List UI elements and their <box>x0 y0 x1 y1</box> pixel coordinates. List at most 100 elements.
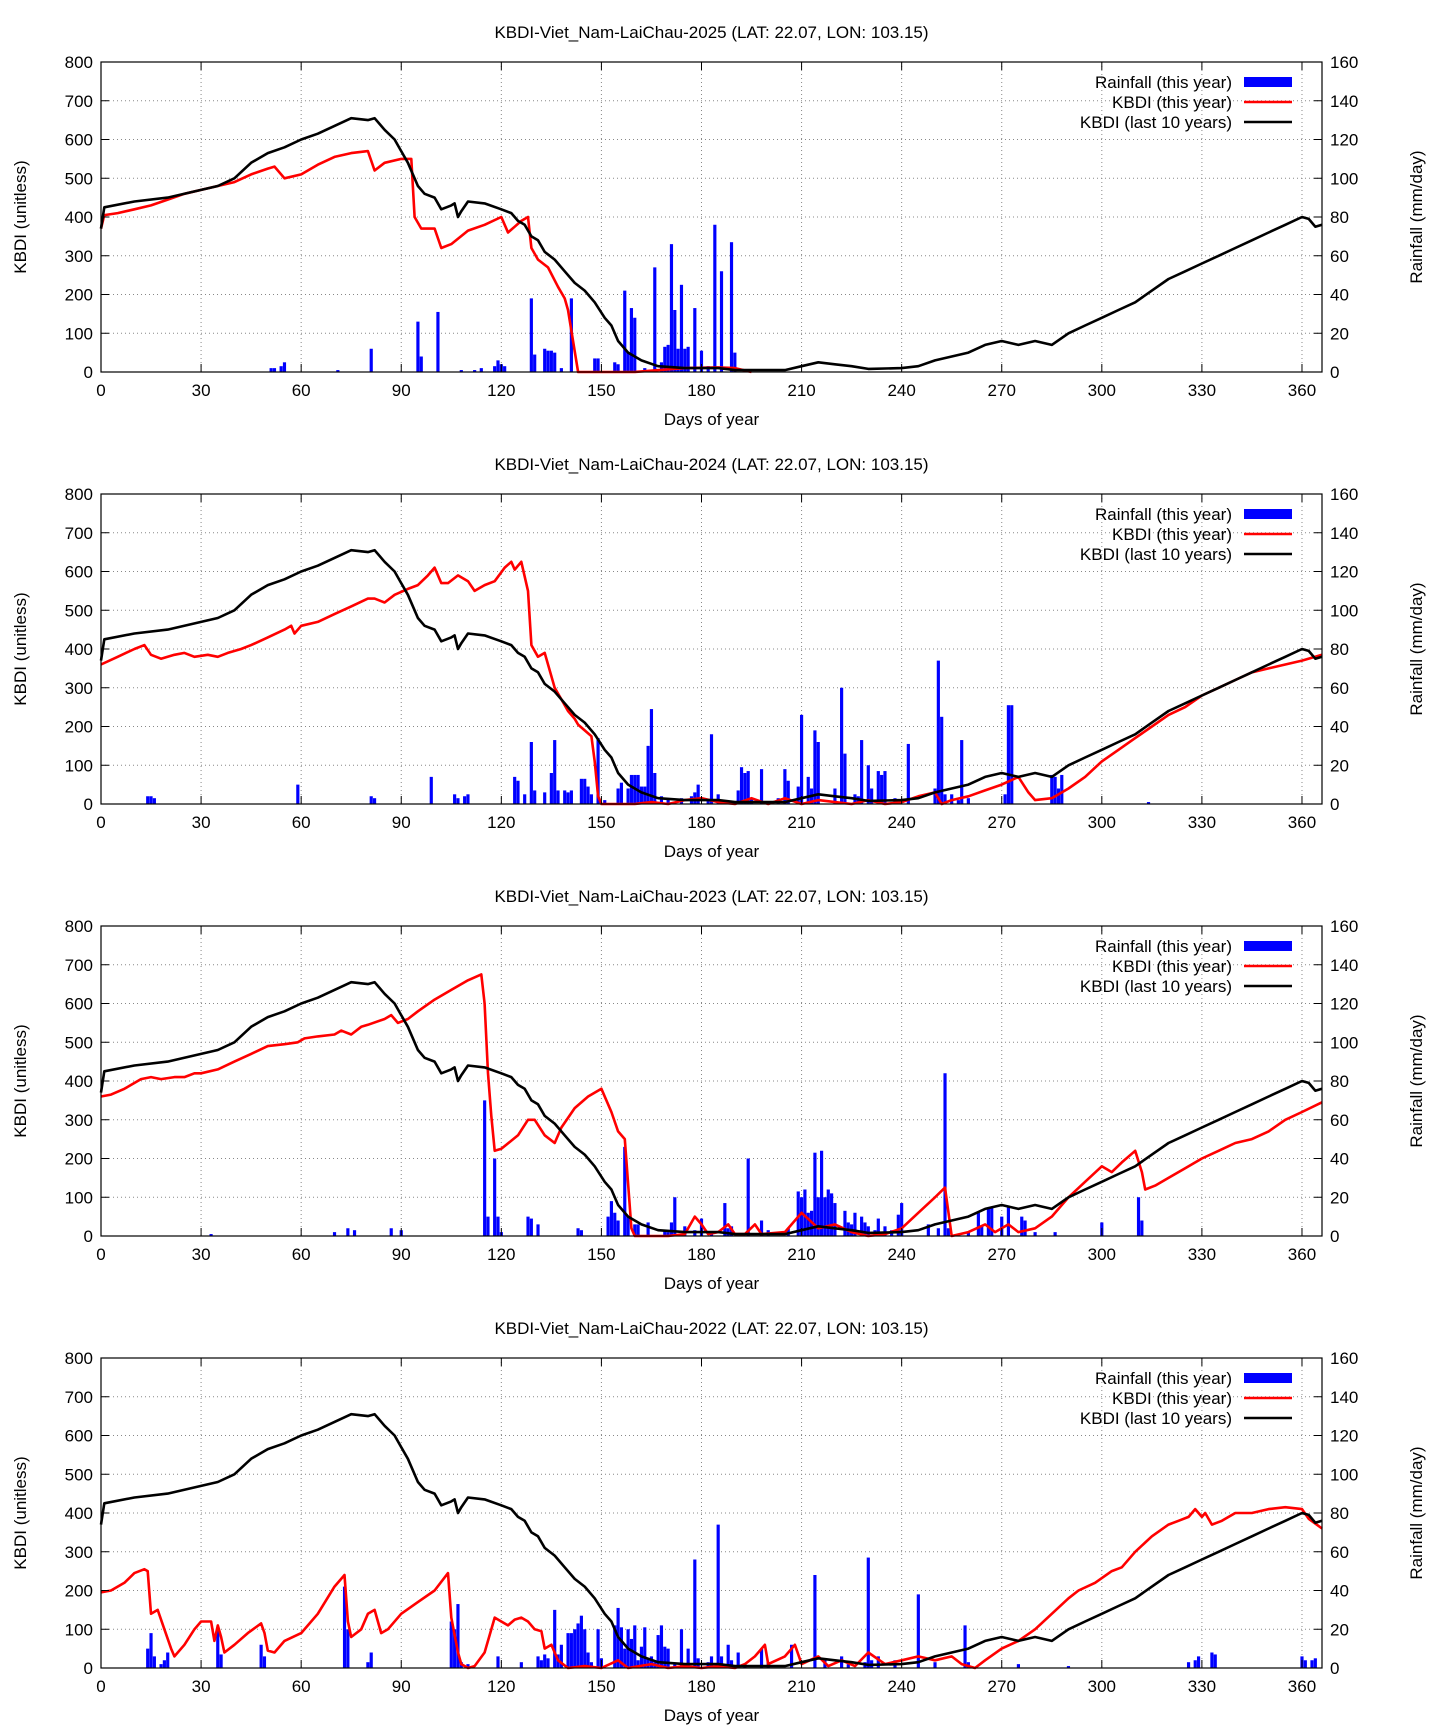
y2-tick-label: 40 <box>1330 286 1349 305</box>
rainfall-bar <box>626 1216 630 1236</box>
x-tick-label: 180 <box>687 1245 715 1264</box>
chart-title: KBDI-Viet_Nam-LaiChau-2024 (LAT: 22.07, … <box>494 455 928 474</box>
rainfall-bar <box>646 1222 650 1236</box>
rainfall-bar <box>332 1232 337 1236</box>
x-tick-label: 210 <box>787 1677 815 1696</box>
kbdi-chart-panel-3: KBDI-Viet_Nam-LaiChau-2022 (LAT: 22.07, … <box>11 1319 1426 1725</box>
kbdi-last-10-years-line <box>99 548 1323 804</box>
rainfall-bar <box>830 1193 834 1236</box>
rainfall-bar <box>259 1644 263 1668</box>
kbdi-chart-panel-2: KBDI-Viet_Nam-LaiChau-2023 (LAT: 22.07, … <box>11 887 1426 1293</box>
rainfall-bar <box>613 362 617 372</box>
rainfall-bar <box>699 1218 704 1236</box>
y-tick-label: 0 <box>84 363 93 382</box>
rainfall-bar <box>636 1660 640 1668</box>
kbdi-last-10-years-line <box>99 116 1323 372</box>
rainfall-bar <box>653 267 657 372</box>
y2-tick-label: 120 <box>1330 563 1358 582</box>
y2-axis-label: Rainfall (mm/day) <box>1407 1014 1426 1147</box>
rainfall-bar <box>729 1660 734 1668</box>
x-tick-label: 360 <box>1288 1677 1316 1696</box>
rainfall-bar <box>916 1594 920 1668</box>
rainfall-bar <box>623 1648 627 1668</box>
rainfall-bar <box>806 1212 810 1236</box>
y2-tick-label: 140 <box>1330 1388 1358 1407</box>
rainfall-bar <box>679 284 684 372</box>
rainfall-bar <box>503 366 507 372</box>
y-tick-label: 300 <box>65 1111 93 1130</box>
rainfall-bar <box>456 1604 460 1668</box>
y2-tick-label: 20 <box>1330 1188 1349 1207</box>
x-tick-label: 60 <box>292 1245 311 1264</box>
rainfall-bar <box>429 776 433 804</box>
rainfall-bar <box>896 1214 900 1236</box>
rainfall-bar <box>840 687 844 804</box>
rainfall-bar <box>346 1228 350 1236</box>
rainfall-bar <box>419 356 423 372</box>
y-tick-label: 400 <box>65 1072 93 1091</box>
y2-tick-label: 80 <box>1330 1504 1349 1523</box>
rainfall-bar <box>806 776 810 804</box>
rainfall-bar <box>626 352 630 372</box>
y2-tick-label: 60 <box>1330 247 1349 266</box>
rainfall-bar <box>966 1232 970 1236</box>
y2-tick-label: 0 <box>1330 1659 1339 1678</box>
y2-tick-label: 60 <box>1330 1543 1349 1562</box>
rainfall-bar <box>990 1206 994 1236</box>
y-tick-label: 400 <box>65 208 93 227</box>
rainfall-bar <box>1066 1666 1071 1668</box>
rainfall-bar <box>936 660 940 804</box>
y2-tick-label: 100 <box>1330 1465 1358 1484</box>
rainfall-bar <box>663 1230 667 1236</box>
rainfall-bar <box>1020 1216 1024 1236</box>
rainfall-bar <box>629 1638 634 1668</box>
x-tick-label: 90 <box>392 381 411 400</box>
rainfall-bar <box>536 1224 540 1236</box>
rainfall-bar <box>539 1660 543 1668</box>
rainfall-bar <box>646 1658 650 1668</box>
x-tick-label: 90 <box>392 1245 411 1264</box>
rainfall-bar <box>609 1201 614 1236</box>
y-tick-label: 100 <box>65 756 93 775</box>
rainfall-bar <box>866 1226 870 1236</box>
rainfall-bar <box>1003 794 1007 804</box>
legend-swatch-rainfall <box>1244 1373 1292 1383</box>
rainfall-bar <box>613 1212 617 1236</box>
rainfall-bar <box>149 796 153 804</box>
rainfall-bar <box>1310 1660 1314 1668</box>
x-tick-label: 330 <box>1188 381 1216 400</box>
rainfall-bar <box>269 368 273 372</box>
rainfall-bar <box>860 1216 864 1236</box>
y2-tick-label: 100 <box>1330 1033 1358 1052</box>
rainfall-bar <box>686 1648 690 1668</box>
x-tick-label: 30 <box>192 381 211 400</box>
y2-tick-label: 160 <box>1330 53 1358 72</box>
rainfall-bar <box>529 1218 533 1236</box>
x-tick-label: 240 <box>887 813 915 832</box>
rainfall-bar <box>723 1203 727 1236</box>
legend-label: Rainfall (this year) <box>1095 1369 1232 1388</box>
rainfall-bar <box>1136 1197 1141 1236</box>
rainfall-bar <box>666 1232 670 1236</box>
rainfall-bar <box>936 1228 940 1236</box>
y-tick-label: 700 <box>65 524 93 543</box>
rainfall-bar <box>616 1220 620 1236</box>
x-tick-label: 240 <box>887 381 915 400</box>
rainfall-bar <box>549 773 553 804</box>
rainfall-bar <box>633 317 637 372</box>
x-axis-label: Days of year <box>664 410 760 429</box>
rainfall-bar <box>1140 1220 1144 1236</box>
rainfall-bar <box>1193 1660 1197 1668</box>
rainfall-bar <box>686 346 690 372</box>
x-tick-label: 0 <box>96 813 105 832</box>
rainfall-bar <box>843 1210 847 1236</box>
rainfall-bar <box>816 742 820 804</box>
rainfall-bar <box>533 790 537 804</box>
x-tick-label: 360 <box>1288 813 1316 832</box>
rainfall-bar <box>783 769 787 804</box>
rainfall-bar <box>536 1656 540 1668</box>
y-tick-label: 800 <box>65 1349 93 1368</box>
kbdi-chart-panel-0: KBDI-Viet_Nam-LaiChau-2025 (LAT: 22.07, … <box>11 23 1426 429</box>
legend-label: KBDI (last 10 years) <box>1080 977 1232 996</box>
rainfall-bar <box>566 792 570 804</box>
